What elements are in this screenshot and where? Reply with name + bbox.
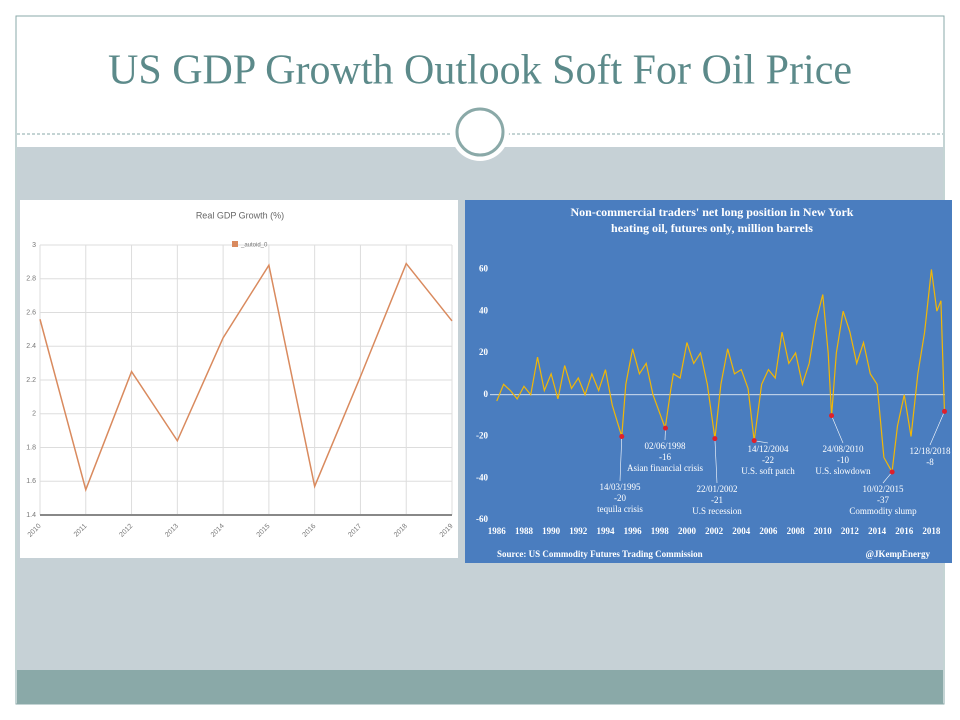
x-tick-label: 2002 xyxy=(705,526,724,536)
line xyxy=(39,262,453,493)
x-tick-label: 1996 xyxy=(624,526,643,536)
annotation-point xyxy=(619,433,625,439)
chart-title: Real GDP Growth (%) xyxy=(196,210,284,220)
y-tick-label: 1.8 xyxy=(26,444,36,451)
x-tick-label: 2010 xyxy=(814,526,833,536)
annotation-point xyxy=(889,469,895,475)
x-tick-label: 2018 xyxy=(922,526,941,536)
y-tick-label: 60 xyxy=(479,264,489,274)
y-tick-label: 2.6 xyxy=(26,309,36,316)
footer-bar xyxy=(17,670,943,704)
x-tick-label: 2004 xyxy=(732,526,751,536)
legend-swatch xyxy=(232,241,238,247)
y-tick-label: 40 xyxy=(479,305,489,315)
annotation-date: 24/08/2010 xyxy=(822,444,864,454)
y-tick-label: 2.4 xyxy=(26,343,36,350)
annotation-date: 14/12/2004 xyxy=(747,444,789,454)
y-tick-label: 1.6 xyxy=(26,478,36,485)
x-tick-label: 2016 xyxy=(895,526,914,536)
x-tick-label: 1992 xyxy=(569,526,588,536)
chart-title: heating oil, futures only, million barre… xyxy=(611,221,813,235)
y-tick-label: 2.8 xyxy=(26,276,36,283)
source: Source: US Commodity Futures Trading Com… xyxy=(497,549,703,559)
annotation-label: tequila crisis xyxy=(597,504,643,514)
chart-title: Non-commercial traders' net long positio… xyxy=(571,205,854,219)
annotation-point xyxy=(662,425,668,431)
credit: @JKempEnergy xyxy=(866,549,931,559)
annotation-label: Asian financial crisis xyxy=(627,463,703,473)
annotation-point xyxy=(751,438,757,444)
x-tick-label: 1988 xyxy=(515,526,534,536)
leader-line xyxy=(929,411,945,446)
y-tick-label: -20 xyxy=(476,431,488,441)
annotation-value: -22 xyxy=(762,455,774,465)
annotation-value: -8 xyxy=(926,457,934,467)
y-tick-label: 3 xyxy=(32,242,36,249)
y-tick-label: 20 xyxy=(479,347,489,357)
annotation-label: U.S recession xyxy=(692,506,742,516)
annotation-value: -20 xyxy=(614,493,626,503)
y-tick-label: -40 xyxy=(476,472,488,482)
legend-label: _autoid_0 xyxy=(240,243,268,249)
x-tick-label: 1994 xyxy=(596,526,615,536)
x-tick-label: 2006 xyxy=(759,526,778,536)
annotation-date: 14/03/1995 xyxy=(599,482,641,492)
annotation-value: -10 xyxy=(837,455,849,465)
x-tick-label: 1990 xyxy=(542,526,561,536)
annotation-label: U.S. slowdown xyxy=(815,466,871,476)
annotation-point xyxy=(712,436,718,442)
annotation-value: -16 xyxy=(659,452,671,462)
x-tick-label: 1998 xyxy=(651,526,670,536)
slide-title: US GDP Growth Outlook Soft For Oil Price xyxy=(108,48,852,94)
leader-line xyxy=(831,415,844,444)
y-tick-label: 1.4 xyxy=(26,512,36,519)
annotation-date: 12/18/2018 xyxy=(909,446,951,456)
chart-background xyxy=(20,200,458,558)
annotation-label: U.S. soft patch xyxy=(741,466,795,476)
x-tick-label: 2000 xyxy=(678,526,697,536)
x-tick-label: 1986 xyxy=(488,526,507,536)
y-tick-label: 2.2 xyxy=(26,377,36,384)
annotation-date: 02/06/1998 xyxy=(644,441,686,451)
annotation-date: 22/01/2002 xyxy=(696,484,737,494)
y-tick-label: 2 xyxy=(32,411,36,418)
y-tick-label: -60 xyxy=(476,514,488,524)
x-tick-label: 2008 xyxy=(787,526,806,536)
line xyxy=(496,269,946,474)
ornament xyxy=(455,107,505,157)
chart-background xyxy=(465,200,952,563)
y-tick-label: 0 xyxy=(484,389,489,399)
leader-line xyxy=(619,436,623,482)
annotation-value: -37 xyxy=(877,495,889,505)
x-tick-label: 2014 xyxy=(868,526,887,536)
leader-line xyxy=(714,438,718,484)
annotation-point xyxy=(829,413,835,419)
annotation-point xyxy=(942,408,948,414)
annotation-date: 10/02/2015 xyxy=(862,484,904,494)
annotation-value: -21 xyxy=(711,495,723,505)
annotation-label: Commodity slump xyxy=(849,506,917,516)
x-tick-label: 2012 xyxy=(841,526,860,536)
